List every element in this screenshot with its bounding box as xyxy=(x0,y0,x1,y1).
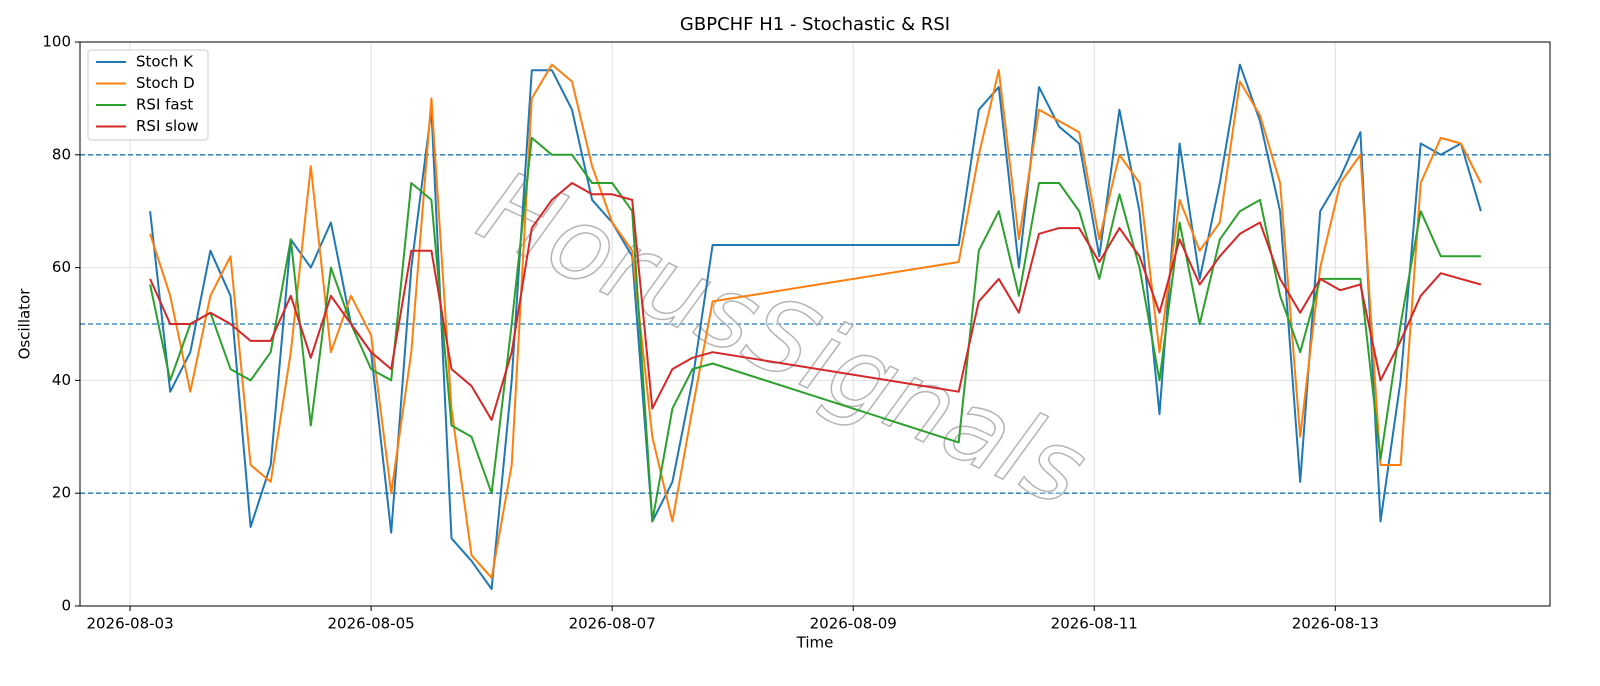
x-tick-label: 2026-08-13 xyxy=(1292,615,1379,633)
legend-label: Stoch D xyxy=(136,74,195,92)
x-tick-label: 2026-08-03 xyxy=(86,615,173,633)
plot-frame xyxy=(79,41,1551,607)
legend: Stoch K Stoch D RSI fast RSI slow xyxy=(87,49,209,141)
legend-box xyxy=(87,49,209,141)
x-tick-label: 2026-08-05 xyxy=(328,615,415,633)
series-line xyxy=(149,63,1482,591)
x-tick-label: 2026-08-07 xyxy=(569,615,656,633)
y-tick-label: 60 xyxy=(52,258,71,276)
x-tick-label: 2026-08-11 xyxy=(1051,615,1138,633)
y-axis-label: Oscillator xyxy=(16,288,34,360)
legend-label: RSI fast xyxy=(136,96,193,114)
x-tick-label: 2026-08-09 xyxy=(810,615,897,633)
y-tick-label: 100 xyxy=(42,33,71,51)
y-tick-label: 20 xyxy=(52,484,71,502)
x-axis-label: Time xyxy=(796,634,834,652)
y-tick-label: 80 xyxy=(52,145,71,163)
y-tick-label: 40 xyxy=(52,371,71,389)
y-tick-label: 0 xyxy=(61,597,71,615)
series-line xyxy=(149,182,1482,421)
legend-label: Stoch K xyxy=(136,53,194,71)
series-line xyxy=(149,136,1481,523)
chart-title: GBPCHF H1 - Stochastic & RSI xyxy=(680,14,950,35)
legend-label: RSI slow xyxy=(136,117,199,135)
watermark: HorusSignals xyxy=(463,148,1104,530)
